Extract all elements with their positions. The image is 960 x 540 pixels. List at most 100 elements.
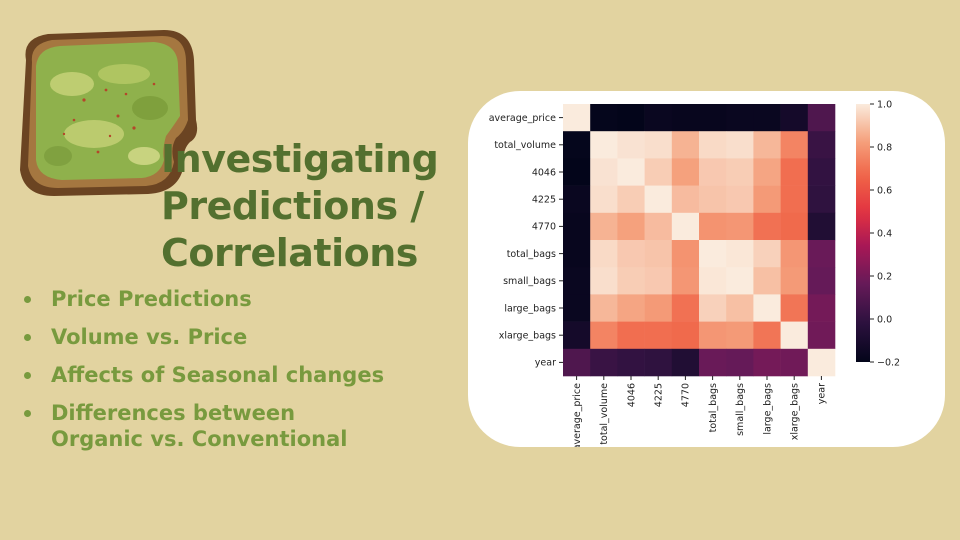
x-tick-label: 4225 [654,383,665,407]
colorbar-tick-label: 0.4 [877,228,892,239]
heatmap-cell [726,185,754,214]
x-tick-label: 4046 [626,383,637,407]
heatmap-cell [726,212,754,241]
heatmap-cell [671,131,700,159]
heatmap-cell [617,158,645,186]
heatmap-cell [726,267,754,295]
colorbar-tick-label: 0.6 [877,185,892,196]
heatmap-cell [780,131,809,159]
title-line-3: Correlations [161,231,418,275]
heatmap-cell [753,240,781,268]
y-tick-label: xlarge_bags [499,331,556,342]
heatmap-cell [590,267,618,295]
heatmap-cell [699,348,727,377]
heatmap-cell [563,212,591,241]
heatmap-cell [617,104,645,132]
heatmap-cell [671,267,700,295]
x-tick-label: average_price [572,383,583,447]
bullet-text: Differences between Organic vs. Conventi… [51,401,348,451]
heatmap-cell [753,294,781,322]
heatmap-cell [753,212,781,241]
heatmap-cell [671,294,700,322]
heatmap-cell [590,104,618,132]
heatmap-cell [726,158,754,186]
heatmap-cell [726,240,754,268]
y-tick-label: 4225 [532,195,556,206]
x-tick-label: large_bags [762,383,773,435]
heatmap-cell [699,104,727,132]
x-tick-label: xlarge_bags [790,383,801,440]
heatmap-cell [644,185,673,214]
heatmap-cell [563,294,591,322]
heatmap-cell [563,185,591,214]
heatmap-cell [699,131,727,159]
heatmap-cell [563,104,591,132]
heatmap-cell [780,104,809,132]
y-tick-label: large_bags [504,303,556,314]
y-tick-label: year [535,358,556,369]
heatmap-cell [563,158,591,186]
heatmap-cell [807,240,836,268]
heatmap-cell [644,212,673,241]
heatmap-cell [753,158,781,186]
heatmap-cell [644,348,673,377]
heatmap-cell [617,294,645,322]
heatmap-cell [753,131,781,159]
heatmap-cell [671,158,700,186]
heatmap-cell [563,348,591,377]
heatmap-cell [590,240,618,268]
heatmap-cell [617,267,645,295]
bullet-item: Price Predictions [24,286,384,312]
heatmap-cell [563,267,591,295]
heatmap-cell [617,185,645,214]
heatmap-cell [617,348,645,377]
x-tick-label: small_bags [735,383,746,436]
heatmap-cell [753,185,781,214]
x-tick-label: total_volume [599,383,610,445]
heatmap-cell [807,185,836,214]
heatmap-cell [726,131,754,159]
heatmap-cell [699,267,727,295]
heatmap-cell [644,321,673,350]
y-tick-label: small_bags [503,276,556,287]
colorbar [856,104,870,362]
heatmap-cell [753,104,781,132]
bullet-item: Affects of Seasonal changes [24,362,384,388]
y-tick-label: 4046 [532,167,556,178]
heatmap-cell [699,294,727,322]
heatmap-cell [590,185,618,214]
heatmap-cell [644,267,673,295]
colorbar-tick-label: −0.2 [877,357,900,368]
x-tick-label: total_bags [708,383,719,432]
heatmap-cell [617,131,645,159]
heatmap-cell [780,158,809,186]
heatmap-cell [671,321,700,350]
y-tick-label: 4770 [532,222,556,233]
heatmap-cell [563,321,591,350]
heatmap-cell [671,240,700,268]
heatmap-cell [699,240,727,268]
heatmap-cell [807,294,836,322]
heatmap-cell [753,348,781,377]
heatmap-cell [699,158,727,186]
slide-title: Investigating Predictions / Correlations [161,136,461,277]
heatmap-cell [644,158,673,186]
heatmap-cell [780,212,809,241]
heatmap-cell [644,104,673,132]
heatmap-cell [590,321,618,350]
heatmap-cell [617,240,645,268]
heatmap-cell [563,240,591,268]
y-tick-label: average_price [489,113,556,124]
heatmap-cell [780,267,809,295]
heatmap-cell [780,185,809,214]
heatmap-cell [726,321,754,350]
heatmap-cell [590,158,618,186]
bullet-text: Volume vs. Price [51,325,248,349]
heatmap-cell [726,294,754,322]
heatmap-cell [807,158,836,186]
avocado-toast-image [14,24,204,196]
bullet-list: Price Predictions Volume vs. Price Affec… [24,286,384,464]
heatmap-cell [644,131,673,159]
title-line-1: Investigating [161,137,439,181]
heatmap-cell [807,267,836,295]
